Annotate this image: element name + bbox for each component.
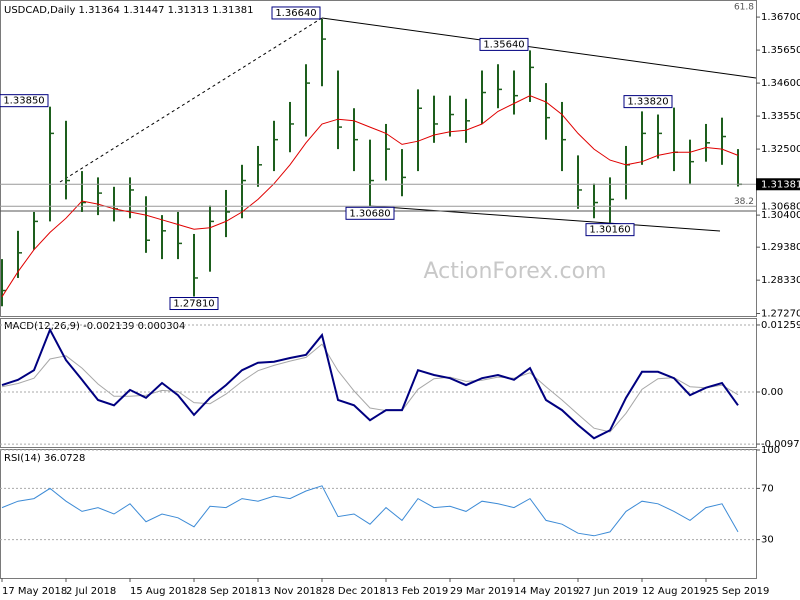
chart-title: USDCAD,Daily 1.31364 1.31447 1.31313 1.3… xyxy=(4,5,254,16)
x-tick-label: 2 Jul 2018 xyxy=(66,586,116,597)
price-panel xyxy=(0,0,757,317)
annotation-box xyxy=(623,95,673,109)
x-tick-label: 29 Mar 2019 xyxy=(450,586,513,597)
annotation-label: 1.35640 xyxy=(483,39,524,50)
indicator-line xyxy=(1,485,739,537)
y-tick-label: 1.34600 xyxy=(761,78,800,89)
x-tick-label: 12 Aug 2019 xyxy=(642,586,706,597)
indicator-line xyxy=(1,327,739,440)
fib-label: 38.2 xyxy=(734,197,754,207)
macd-panel xyxy=(0,318,757,448)
annotation-label: 1.30160 xyxy=(589,225,630,236)
annotation-label: 1.30680 xyxy=(349,208,390,219)
price-label: 1.30680 xyxy=(761,201,800,212)
x-tick-label: 28 Sep 2018 xyxy=(194,586,257,597)
x-tick-label: 13 Feb 2019 xyxy=(386,586,448,597)
panel-title: MACD(12,26,9) -0.002139 0.000304 xyxy=(4,321,185,332)
annotation-box xyxy=(271,6,321,20)
price-label: 1.31381 xyxy=(761,179,800,190)
x-tick-label: 13 Nov 2018 xyxy=(258,586,322,597)
y-tick-label: 0.012599 xyxy=(761,320,800,331)
annotation-label: 1.33820 xyxy=(627,97,668,108)
annotation-box xyxy=(585,223,635,237)
x-tick-label: 28 Dec 2018 xyxy=(322,586,386,597)
annotation-box xyxy=(0,94,49,108)
annotation-label: 1.33850 xyxy=(3,96,44,107)
fib-label: 61.8 xyxy=(734,3,754,13)
y-tick-label: 100 xyxy=(761,445,780,456)
x-tick-label: 27 Jun 2019 xyxy=(578,586,638,597)
annotation-box xyxy=(479,37,529,51)
x-tick-label: 25 Sep 2019 xyxy=(706,586,769,597)
y-tick-label: 1.33550 xyxy=(761,111,800,122)
y-tick-label: 1.36700 xyxy=(761,12,800,23)
x-tick-label: 14 May 2019 xyxy=(514,586,579,597)
x-tick-label: 17 May 2018 xyxy=(2,586,67,597)
y-tick-label: 1.29380 xyxy=(761,242,800,253)
y-tick-label: 1.30400 xyxy=(761,210,800,221)
y-tick-label: 70 xyxy=(761,483,774,494)
trend-line xyxy=(369,205,721,232)
price-box xyxy=(756,178,800,191)
annotation-label: 1.36640 xyxy=(275,8,316,19)
y-tick-label: 1.35650 xyxy=(761,45,800,56)
x-tick-label: 15 Aug 2018 xyxy=(130,586,194,597)
y-tick-label: 30 xyxy=(761,535,774,546)
y-tick-label: 0.00 xyxy=(761,387,783,398)
moving-average xyxy=(1,95,739,298)
y-tick-label: -0.00979 xyxy=(761,439,800,450)
panel-title: RSI(14) 36.0728 xyxy=(4,453,85,464)
annotation-label: 1.27810 xyxy=(173,299,214,310)
watermark: ActionForex.com xyxy=(424,259,607,284)
y-tick-label: 1.27270 xyxy=(761,308,800,319)
annotation-box xyxy=(345,206,395,220)
y-tick-label: 1.32500 xyxy=(761,144,800,155)
y-tick-label: 1.28330 xyxy=(761,275,800,286)
trend-line xyxy=(321,17,757,79)
annotation-box xyxy=(169,297,219,311)
rsi-panel xyxy=(0,449,757,579)
